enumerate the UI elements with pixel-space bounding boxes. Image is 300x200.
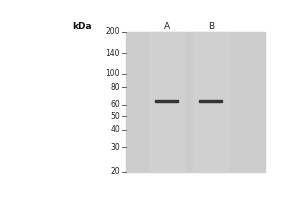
- Text: 140: 140: [106, 49, 120, 58]
- Text: kDa: kDa: [73, 22, 92, 31]
- Text: 60: 60: [110, 100, 120, 109]
- Text: 100: 100: [106, 69, 120, 78]
- Bar: [155, 100, 178, 102]
- Text: 50: 50: [110, 112, 120, 121]
- Bar: [126, 32, 266, 172]
- Bar: [193, 32, 229, 172]
- Text: 200: 200: [106, 27, 120, 36]
- Text: 20: 20: [110, 167, 120, 176]
- Text: A: A: [164, 22, 169, 31]
- Text: B: B: [208, 22, 214, 31]
- Bar: [148, 32, 184, 172]
- Bar: [199, 100, 222, 102]
- Text: 30: 30: [110, 143, 120, 152]
- Text: 40: 40: [110, 125, 120, 134]
- Text: 80: 80: [110, 83, 120, 92]
